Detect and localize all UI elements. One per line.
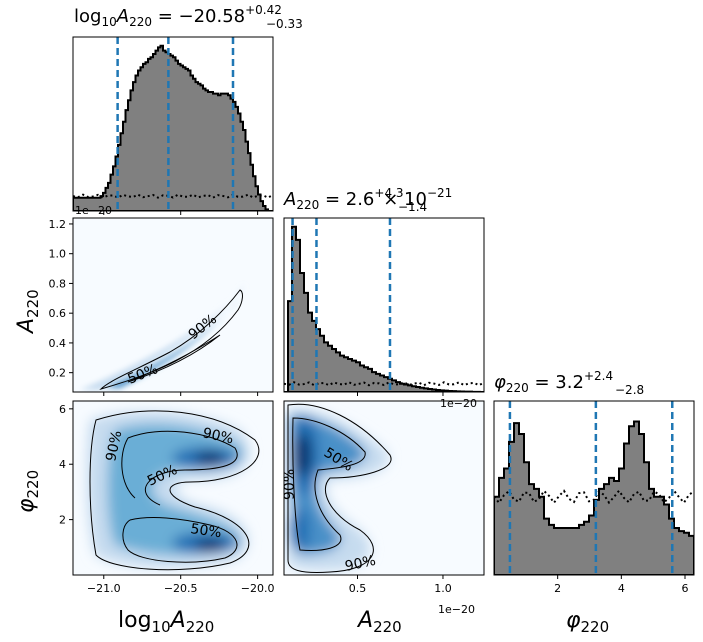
contour-90-phi-A: [287, 403, 392, 573]
y-tick-label: 2: [59, 514, 66, 527]
frame-phi-logA: [72, 400, 274, 576]
x-tick-label: 2: [554, 582, 561, 595]
y-tick-label: 1.2: [49, 218, 67, 231]
histogram-bars: [494, 420, 694, 575]
frame-logA: [72, 36, 274, 212]
x-tick-label: 0.5: [349, 582, 367, 595]
histogram-bars: [284, 225, 484, 392]
x-tick-label: 6: [681, 582, 688, 595]
contour-label-90: 90%: [344, 553, 378, 575]
x-tick-label: −21.0: [87, 582, 121, 595]
xlabel-logA: log10A220: [118, 608, 214, 636]
frame-phi-A: [283, 400, 485, 576]
y-tick-label: 4: [59, 458, 66, 471]
histogram-bars: [73, 44, 273, 211]
offset-label-A-x: 1e−20: [438, 603, 475, 616]
ylabel-phi: φ220: [14, 470, 42, 513]
panel-A-vs-logA: [73, 218, 273, 392]
title-phi-minus: −2.8: [615, 383, 644, 397]
axis-ticks: −21.0 −20.5 −20.0 0.5 1.0 2 4 6 0.2 0.4 0.6 0.8 1.0 1…: [49, 211, 688, 595]
y-tick-label: 1.0: [49, 248, 67, 261]
offset-label-A-hist: 1e−20: [440, 397, 477, 410]
histogram-logA: [73, 37, 273, 211]
contour-90-phi-logA: [89, 410, 260, 571]
prior-dotted-line: [73, 193, 273, 199]
contour-label-90: 90%: [282, 469, 298, 500]
frame-phi: [493, 400, 695, 576]
y-tick-label: 6: [59, 403, 66, 416]
title-logA-minus: −0.33: [266, 17, 303, 31]
title-A: A220 = 2.6+4.3 × 10−21: [283, 186, 452, 212]
contour-label-90: 90%: [201, 425, 235, 447]
title-logA: log10A220 = −20.58+0.42: [74, 3, 282, 29]
title-A-minus: −1.4: [398, 200, 427, 214]
y-tick-label: 0.2: [49, 367, 67, 380]
axes-frames: [72, 36, 695, 576]
prior-dotted-line: [494, 489, 694, 505]
x-tick-label: −20.0: [241, 582, 275, 595]
contour-50-phi-logA: [121, 430, 238, 563]
y-tick-label: 0.8: [49, 277, 67, 290]
contour-label-90: 90%: [103, 429, 125, 463]
frame-A-logA: [72, 217, 274, 393]
xlabel-A: A220: [356, 608, 402, 636]
contour-label-50: 50%: [189, 521, 222, 541]
histogram-A: [284, 218, 484, 392]
xlabel-phi: φ220: [566, 608, 609, 636]
panel-phi-vs-logA: [73, 401, 273, 575]
contour-50-phi-A: [292, 417, 366, 551]
frame-A: [283, 217, 485, 393]
histogram-phi: [494, 401, 694, 575]
contour-50-A-logA: [127, 334, 221, 383]
title-phi: φ220 = 3.2+2.4: [494, 369, 613, 395]
y-tick-label: 0.6: [49, 307, 67, 320]
offset-label-A-hidden: 1e−20: [75, 204, 112, 217]
x-tick-label: 1.0: [434, 582, 452, 595]
ylabel-A: A220: [14, 289, 42, 335]
x-tick-label: 4: [618, 582, 625, 595]
y-tick-label: 0.4: [49, 337, 67, 350]
panel-phi-vs-A: [284, 401, 484, 575]
x-tick-label: −20.5: [164, 582, 198, 595]
